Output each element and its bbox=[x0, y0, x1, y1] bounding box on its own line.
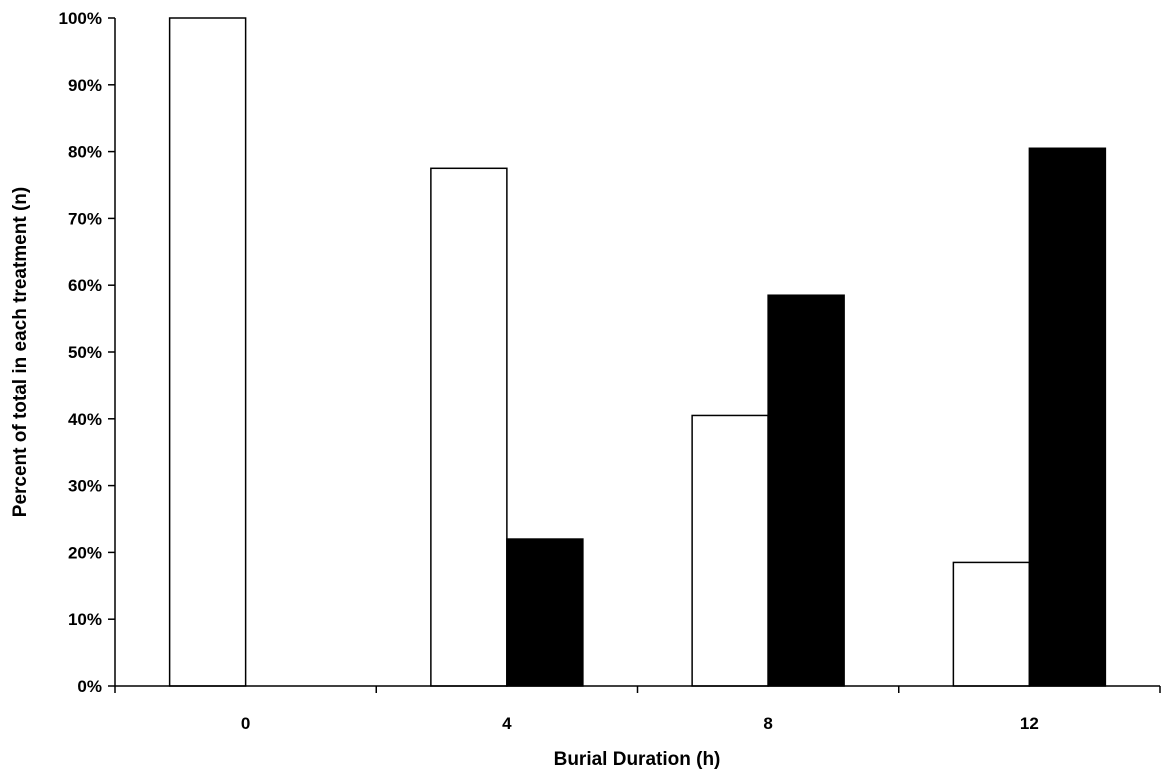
y-axis-title: Percent of total in each treatment (n) bbox=[10, 187, 31, 517]
x-tick-label: 0 bbox=[241, 714, 250, 733]
y-ticks-group: 0% 10% 20% 30% 40% 50% 60% 70% 80% 90% 100% bbox=[59, 9, 115, 696]
y-tick-label: 0% bbox=[77, 677, 102, 696]
y-tick-label: 30% bbox=[68, 477, 102, 496]
x-axis-title: Burial Duration (h) bbox=[554, 749, 721, 770]
bars-group bbox=[168, 17, 1107, 687]
y-tick-label: 100% bbox=[59, 9, 102, 28]
x-tick-label: 4 bbox=[502, 714, 512, 733]
y-tick-label: 40% bbox=[68, 410, 102, 429]
y-tick-label: 70% bbox=[68, 209, 102, 228]
y-tick-label: 90% bbox=[68, 76, 102, 95]
bar-series-2-cat-12 bbox=[1028, 147, 1107, 687]
bar-series-1-cat-12 bbox=[952, 561, 1031, 687]
bar-series-1-cat-0 bbox=[168, 17, 247, 687]
bar-series-2-cat-8 bbox=[767, 294, 845, 687]
x-ticks-group: 0 4 8 12 bbox=[114, 686, 1161, 733]
bar-series-2-cat-4 bbox=[506, 538, 584, 687]
y-tick-label: 80% bbox=[68, 143, 102, 162]
y-tick-label: 10% bbox=[68, 610, 102, 629]
y-tick-label: 50% bbox=[68, 343, 102, 362]
x-tick-label: 12 bbox=[1020, 714, 1039, 733]
y-tick-label: 20% bbox=[68, 543, 102, 562]
y-tick-label: 60% bbox=[68, 276, 102, 295]
bar-series-1-cat-8 bbox=[691, 414, 769, 687]
bar-series-1-cat-4 bbox=[430, 167, 508, 687]
x-tick-label: 8 bbox=[763, 714, 772, 733]
